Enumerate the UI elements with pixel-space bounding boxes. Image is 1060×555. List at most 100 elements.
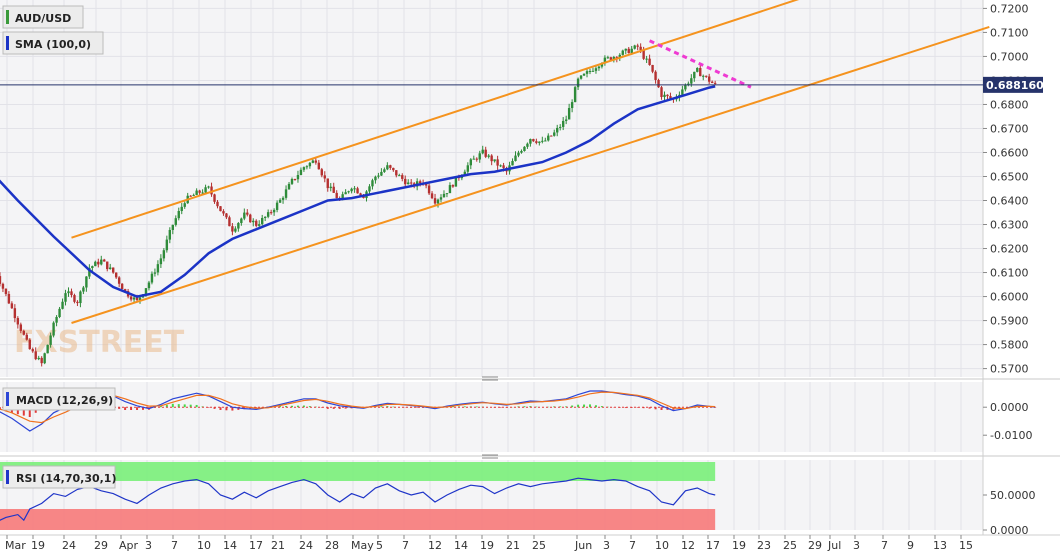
price-axis[interactable]: 0.72000.71000.70000.69000.68000.67000.66… (983, 2, 1029, 376)
macd-signal-line (0, 391, 716, 424)
candle-body (529, 139, 532, 144)
candle-body (13, 308, 17, 319)
candle-body (666, 94, 669, 97)
time-tick-label: Apr (119, 539, 139, 552)
candle-body (231, 226, 234, 232)
candle-body (448, 185, 452, 194)
candle-body (454, 177, 458, 187)
candle-body (138, 297, 142, 301)
symbol-label: AUD/USD (15, 12, 71, 25)
symbol-badge[interactable]: AUD/USD (2, 5, 84, 29)
candle-body (639, 46, 642, 51)
candle-body (564, 119, 568, 121)
rsi-panel-resize-handle[interactable] (482, 454, 498, 459)
candle-body (272, 209, 276, 213)
time-tick-label: 19 (732, 539, 746, 552)
time-tick-label: 14 (223, 539, 237, 552)
candle-body (609, 57, 613, 60)
candle-body (335, 192, 338, 199)
candle-body (174, 218, 177, 225)
candle-body (213, 194, 216, 202)
time-tick-label: Mar (5, 539, 26, 552)
candle-body (40, 357, 43, 364)
candlesticks (0, 43, 717, 367)
candle-body (433, 198, 437, 204)
candle-body (669, 96, 672, 99)
candle-body (463, 171, 467, 176)
candle-body (693, 71, 696, 79)
candle-body (654, 71, 657, 80)
candle-body (645, 58, 648, 60)
candle-body (311, 160, 315, 163)
candle-body (544, 140, 547, 142)
candle-body (67, 291, 70, 294)
channel-lower-trendline[interactable] (71, 25, 990, 324)
candle-body (642, 50, 645, 59)
time-tick-label: 28 (325, 539, 339, 552)
time-tick-label: Jul (827, 539, 841, 552)
rsi-panel[interactable] (0, 462, 716, 530)
candle-body (633, 45, 636, 49)
macd-indicator-badge[interactable]: MACD (12,26,9) (2, 387, 116, 411)
fxstreet-watermark: FXSTREET (14, 325, 185, 360)
candle-body (663, 94, 666, 98)
candle-body (61, 301, 64, 309)
candle-body (123, 289, 127, 292)
price-panel[interactable]: FXSTREET (0, 0, 990, 367)
candle-body (76, 301, 79, 304)
candle-body (392, 167, 395, 171)
candle-body (46, 344, 49, 354)
candle-body (210, 186, 213, 195)
sma-indicator-badge[interactable]: SMA (100,0) (2, 31, 104, 55)
candle-body (487, 155, 490, 157)
time-tick-label: 24 (62, 539, 76, 552)
candle-body (88, 268, 91, 277)
rsi-oversold-zone (0, 509, 716, 530)
channel-upper-trendline[interactable] (71, 0, 811, 239)
candle-body (621, 50, 624, 55)
candle-body (266, 212, 270, 217)
macd-panel-resize-handle[interactable] (482, 376, 498, 381)
candle-body (424, 183, 428, 186)
candle-body (52, 322, 55, 336)
candle-body (502, 165, 505, 169)
candle-body (216, 201, 219, 207)
candle-body (55, 316, 58, 323)
candle-body (299, 169, 303, 176)
candle-body (112, 267, 115, 273)
macd-tick-label: 0.0000 (990, 401, 1029, 414)
rsi-indicator-badge[interactable]: RSI (14,70,30,1) (2, 465, 116, 489)
candle-body (120, 283, 124, 290)
candle-body (159, 258, 163, 265)
candle-body (532, 139, 535, 142)
candle-body (713, 82, 717, 84)
time-axis[interactable]: Mar 19 24 29 Apr 3 7 10 14 17 21 24 28 May 5 7 12 14 19 21 2… (5, 535, 973, 552)
candle-body (347, 191, 350, 193)
candle-body (192, 194, 195, 196)
candle-body (207, 186, 210, 188)
price-tick-label: 0.7100 (990, 26, 1029, 39)
candle-body (1, 283, 5, 289)
candle-body (70, 291, 73, 296)
candle-body (252, 220, 255, 223)
candle-body (109, 267, 112, 270)
candle-body (320, 169, 323, 176)
candle-body (550, 135, 553, 137)
candle-body (153, 272, 157, 274)
candle-body (329, 186, 332, 189)
candle-body (615, 57, 619, 59)
candle-body (582, 73, 586, 76)
candle-body (222, 211, 225, 214)
candle-body (293, 178, 297, 180)
rsi-tick-label: 0.0000 (990, 524, 1029, 537)
time-tick-label: 17 (706, 539, 720, 552)
candle-body (430, 193, 434, 199)
candle-body (4, 288, 8, 295)
candle-body (612, 57, 616, 60)
time-tick-label: 10 (655, 539, 669, 552)
candle-body (314, 160, 318, 163)
resistance-dashed-trendline[interactable] (648, 39, 752, 89)
price-tick-label: 0.7000 (990, 50, 1029, 63)
candle-body (0, 276, 2, 284)
